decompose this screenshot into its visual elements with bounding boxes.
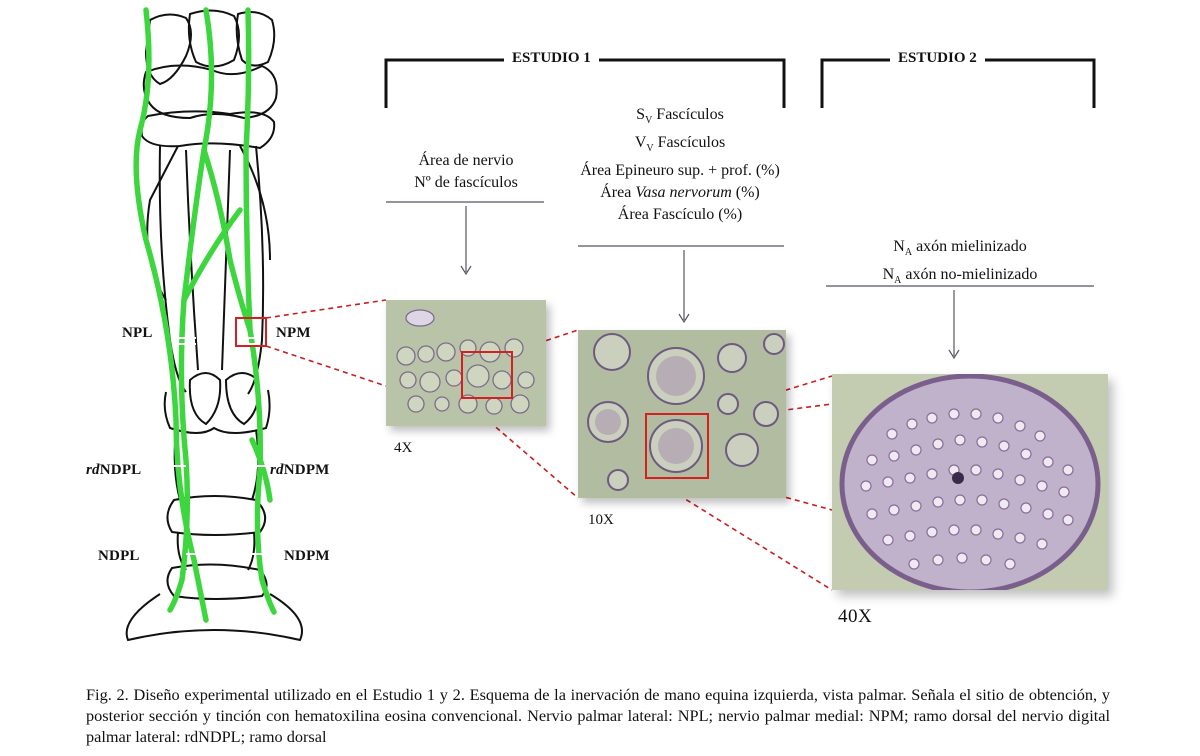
measure-myelinated: NA axón mielinizado bbox=[893, 238, 1027, 259]
micrograph-40x bbox=[832, 374, 1108, 590]
label-rdndpl: rdNDPL bbox=[86, 462, 142, 478]
limb-schematic bbox=[125, 7, 303, 642]
measure-vv: VV Fascículos bbox=[634, 134, 726, 155]
label-ndpl: NDPL bbox=[98, 548, 140, 564]
measures-40x: NA axón mielinizado NA axón no-mieliniza… bbox=[826, 236, 1094, 292]
magnification-40x: 40X bbox=[838, 606, 873, 627]
measure-unmyelinated: NA axón no-mielinizado bbox=[882, 266, 1038, 287]
figure-caption: Fig. 2. Diseño experimental utilizado en… bbox=[86, 685, 1110, 746]
label-rdndpm: rdNDPM bbox=[270, 462, 330, 478]
measure-arrows bbox=[460, 206, 960, 360]
study-brackets bbox=[384, 58, 1096, 108]
measures-4x: Área de nervio Nº de fascículos bbox=[388, 150, 544, 194]
label-npl: NPL bbox=[122, 325, 153, 341]
measure-sv: SV Fascículos bbox=[636, 106, 724, 127]
measure-nerve-area: Área de nervio bbox=[418, 152, 514, 169]
nerve-lines bbox=[133, 7, 277, 623]
measure-vasa-nervorum: Área Vasa nervorum (%) bbox=[600, 184, 760, 202]
label-npm: NPM bbox=[276, 325, 311, 341]
micrograph-10x bbox=[578, 330, 786, 498]
label-ndpm: NDPM bbox=[284, 548, 330, 564]
study-2-title: ESTUDIO 2 bbox=[890, 50, 985, 67]
magnification-4x: 4X bbox=[394, 440, 413, 456]
nerve-cut-marks bbox=[168, 337, 268, 555]
measure-dividers bbox=[386, 201, 1094, 287]
magnification-10x: 10X bbox=[588, 512, 614, 528]
measure-epineuro: Área Epineuro sup. + prof. (%) bbox=[580, 162, 780, 180]
measure-fascicle-count: Nº de fascículos bbox=[414, 174, 518, 191]
measure-fascicle-area: Área Fascículo (%) bbox=[617, 206, 743, 224]
sampling-site-box bbox=[235, 317, 267, 347]
study-1-title: ESTUDIO 1 bbox=[504, 50, 599, 67]
measures-10x: SV Fascículos VV Fascículos Área Epineur… bbox=[542, 104, 818, 226]
micrograph-4x bbox=[386, 300, 546, 426]
